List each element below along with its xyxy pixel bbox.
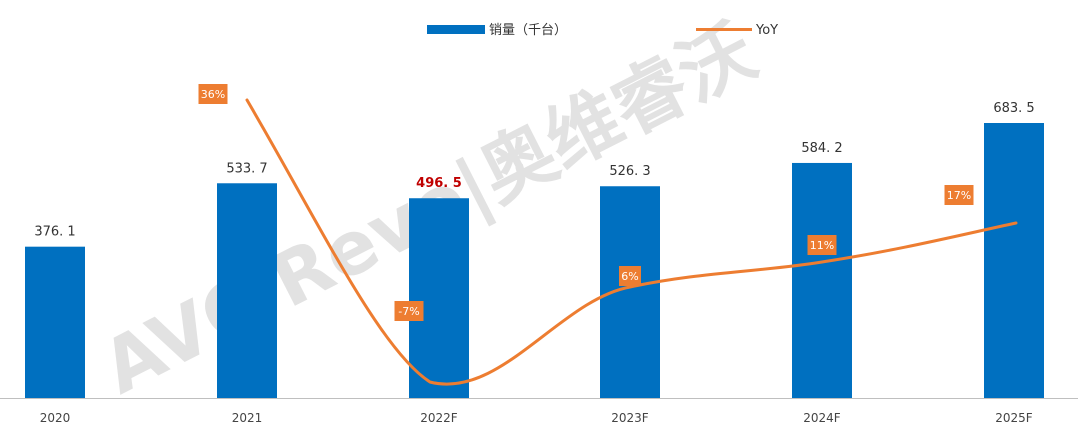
yoy-label-2024F: 11% [807, 235, 837, 255]
x-tick-2020: 2020 [40, 411, 71, 425]
legend: 销量（千台） YoY [427, 23, 778, 38]
yoy-label-2021: 36% [198, 84, 228, 104]
yoy-label-box-2025F [944, 185, 974, 205]
yoy-label-text-2025F: 17% [947, 189, 971, 202]
bar-value-label-2023F: 526. 3 [609, 164, 650, 179]
yoy-label-box-2022F [394, 301, 424, 321]
bar-value-label-2020: 376. 1 [34, 225, 75, 240]
yoy-line-layer [245, 98, 1018, 386]
x-tick-2023F: 2023F [611, 411, 649, 425]
yoy-label-2023F: 6% [619, 266, 641, 286]
bar-2021 [217, 183, 277, 398]
legend-swatch-sales [427, 25, 485, 34]
bar-value-label-2025F: 683. 5 [993, 101, 1034, 116]
bar-value-label-2022F: 496. 5 [416, 176, 462, 191]
bar-2020 [25, 246, 85, 398]
yoy-label-box-2024F [807, 235, 837, 255]
yoy-label-2022F: -7% [394, 301, 424, 321]
bar-2025F [984, 123, 1044, 398]
x-tick-2024F: 2024F [803, 411, 841, 425]
legend-label-yoy: YoY [755, 23, 778, 38]
x-tick-2022F: 2022F [420, 411, 458, 425]
bar-2022F [409, 198, 469, 398]
x-ticks-layer: 2020 2021 2022F 2023F 2024F 2025F [40, 411, 1033, 425]
x-tick-2021: 2021 [232, 411, 263, 425]
x-tick-2025F: 2025F [995, 411, 1033, 425]
yoy-label-text-2023F: 6% [621, 270, 638, 283]
yoy-label-text-2021: 36% [201, 88, 225, 101]
bar-value-label-2024F: 584. 2 [801, 141, 842, 156]
yoy-label-2025F: 17% [944, 185, 974, 205]
yoy-label-text-2022F: -7% [398, 305, 419, 318]
legend-label-sales: 销量（千台） [489, 23, 567, 38]
yoy-label-box-2021 [198, 84, 228, 104]
yoy-label-text-2024F: 11% [810, 239, 834, 252]
bar-labels-layer: 376. 1 533. 7 496. 5 526. 3 584. 2 683. 5 [34, 101, 1034, 240]
yoy-line [245, 98, 1018, 386]
yoy-label-box-2023F [619, 266, 641, 286]
bar-value-label-2021: 533. 7 [226, 161, 267, 176]
yoy-labels-layer: 36% -7% 6% 11% 17% [198, 84, 974, 321]
bar-2024F [792, 162, 852, 398]
